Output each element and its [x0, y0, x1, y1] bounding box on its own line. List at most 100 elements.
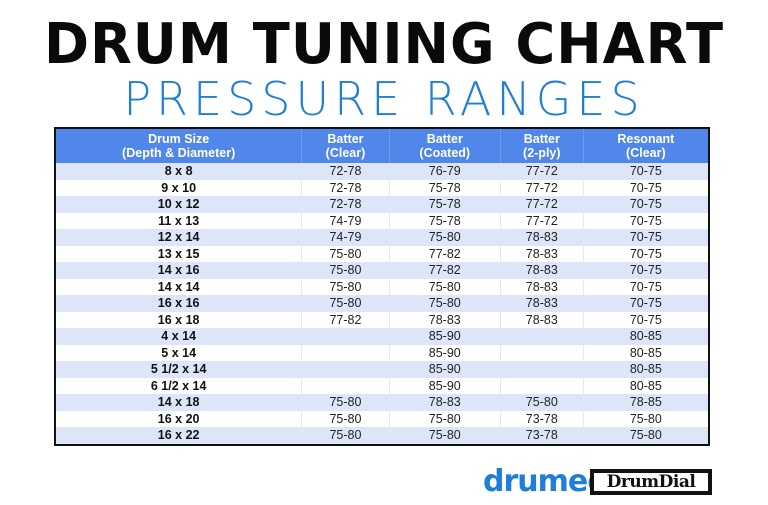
drumeo-logo: drumeo	[483, 464, 608, 499]
column-header: Batter (Clear)	[301, 128, 390, 163]
pressure-cell: 75-80	[301, 278, 390, 295]
pressure-cell: 70-75	[583, 229, 710, 246]
table-row: 5 x 14 85-90 80-85	[55, 344, 710, 361]
drum-size-cell: 6 1/2 x 14	[55, 377, 303, 394]
pressure-cell: 72-78	[301, 196, 390, 213]
pressure-cell: 78-83	[500, 262, 584, 279]
pressure-cell: 74-79	[301, 212, 390, 229]
drum-size-cell: 8 x 8	[55, 163, 303, 180]
pressure-cell: 72-78	[301, 163, 390, 180]
pressure-cell: 85-90	[389, 361, 501, 378]
column-header: Batter (Coated)	[389, 128, 501, 163]
drum-size-cell: 5 x 14	[55, 344, 303, 361]
pressure-cell: 70-75	[583, 163, 710, 180]
pressure-cell: 75-78	[389, 179, 501, 196]
pressure-cell: 78-83	[500, 295, 584, 312]
drum-size-cell: 9 x 10	[55, 179, 303, 196]
drum-size-cell: 5 1/2 x 14	[55, 361, 303, 378]
pressure-cell: 70-75	[583, 196, 710, 213]
pressure-cell: 75-80	[389, 427, 501, 445]
pressure-cell: 78-85	[583, 394, 710, 411]
pressure-cell: 73-78	[500, 410, 584, 427]
pressure-cell	[301, 344, 390, 361]
pressure-cell: 70-75	[583, 311, 710, 328]
pressure-cell: 75-78	[389, 196, 501, 213]
pressure-cell: 70-75	[583, 278, 710, 295]
drum-size-cell: 11 x 13	[55, 212, 303, 229]
column-header: Batter (2-ply)	[500, 128, 584, 163]
pressure-cell	[301, 361, 390, 378]
table-row: 16 x 16 75-80 75-80 78-83 70-75	[55, 295, 710, 312]
pressure-cell: 75-80	[389, 278, 501, 295]
column-header-line: Batter	[523, 132, 560, 146]
table-row: 14 x 14 75-80 75-80 78-83 70-75	[55, 278, 710, 295]
pressure-cell: 77-82	[389, 245, 501, 262]
pressure-cell	[301, 377, 390, 394]
table-row: 8 x 8 72-78 76-79 77-72 70-75	[55, 163, 710, 180]
table-row: 16 x 20 75-80 75-80 73-78 75-80	[55, 410, 710, 427]
pressure-cell	[500, 328, 584, 345]
pressure-cell: 78-83	[500, 229, 584, 246]
column-header-line: (Clear)	[626, 146, 666, 160]
pressure-cell: 75-80	[301, 262, 390, 279]
table-header-row: Drum Size (Depth & Diameter) Batter (Clear)…	[55, 128, 710, 163]
table-row: 13 x 15 75-80 77-82 78-83 70-75	[55, 245, 710, 262]
table-row: 5 1/2 x 14 85-90 80-85	[55, 361, 710, 378]
column-header-line: Resonant	[617, 132, 675, 146]
pressure-cell: 77-72	[500, 196, 584, 213]
pressure-cell: 75-80	[500, 394, 584, 411]
pressure-cell: 75-80	[583, 427, 710, 445]
pressure-cell: 76-79	[389, 163, 501, 180]
drumdial-logo: DrumDial	[590, 469, 712, 495]
pressure-cell	[500, 344, 584, 361]
drumdial-logo-text: DrumDial	[594, 473, 708, 491]
drum-size-cell: 16 x 16	[55, 295, 303, 312]
pressure-cell: 85-90	[389, 344, 501, 361]
drum-size-cell: 10 x 12	[55, 196, 303, 213]
table-row: 12 x 14 74-79 75-80 78-83 70-75	[55, 229, 710, 246]
pressure-cell: 74-79	[301, 229, 390, 246]
pressure-cell: 75-80	[301, 295, 390, 312]
pressure-cell: 77-82	[301, 311, 390, 328]
table-row: 14 x 16 75-80 77-82 78-83 70-75	[55, 262, 710, 279]
pressure-cell: 78-83	[500, 278, 584, 295]
pressure-cell: 78-83	[500, 311, 584, 328]
pressure-cell: 75-80	[389, 229, 501, 246]
table-row: 11 x 13 74-79 75-78 77-72 70-75	[55, 212, 710, 229]
table-row: 16 x 18 77-82 78-83 78-83 70-75	[55, 311, 710, 328]
pressure-cell: 75-80	[301, 410, 390, 427]
pressure-cell	[301, 328, 390, 345]
table-row: 16 x 22 75-80 75-80 73-78 75-80	[55, 427, 710, 445]
table-row: 6 1/2 x 14 85-90 80-85	[55, 377, 710, 394]
pressure-cell: 78-83	[389, 394, 501, 411]
column-header-line: (Depth & Diameter)	[122, 146, 236, 160]
column-header-line: Batter	[327, 132, 364, 146]
pressure-cell: 75-80	[389, 295, 501, 312]
pressure-cell: 72-78	[301, 179, 390, 196]
column-header-line: Batter	[426, 132, 463, 146]
drum-size-cell: 14 x 14	[55, 278, 303, 295]
pressure-cell: 73-78	[500, 427, 584, 445]
table-row: 9 x 10 72-78 75-78 77-72 70-75	[55, 179, 710, 196]
pressure-cell: 77-72	[500, 163, 584, 180]
drum-size-cell: 14 x 16	[55, 262, 303, 279]
pressure-cell: 70-75	[583, 179, 710, 196]
drum-size-cell: 16 x 22	[55, 427, 303, 445]
pressure-cell: 77-72	[500, 212, 584, 229]
pressure-cell: 75-80	[301, 245, 390, 262]
drum-size-cell: 14 x 18	[55, 394, 303, 411]
pressure-cell: 80-85	[583, 328, 710, 345]
drum-size-cell: 16 x 20	[55, 410, 303, 427]
pressure-cell: 80-85	[583, 344, 710, 361]
column-header-line: (Clear)	[325, 146, 366, 160]
column-header-line: Drum Size	[148, 132, 210, 146]
pressure-cell: 77-72	[500, 179, 584, 196]
pressure-cell: 75-80	[301, 427, 390, 445]
pressure-cell: 85-90	[389, 328, 501, 345]
table-row: 10 x 12 72-78 75-78 77-72 70-75	[55, 196, 710, 213]
drum-size-cell: 12 x 14	[55, 229, 303, 246]
pressure-cell: 85-90	[389, 377, 501, 394]
pressure-cell: 70-75	[583, 295, 710, 312]
table-row: 14 x 18 75-80 78-83 75-80 78-85	[55, 394, 710, 411]
page-title: DRUM TUNING CHART	[43, 12, 725, 77]
